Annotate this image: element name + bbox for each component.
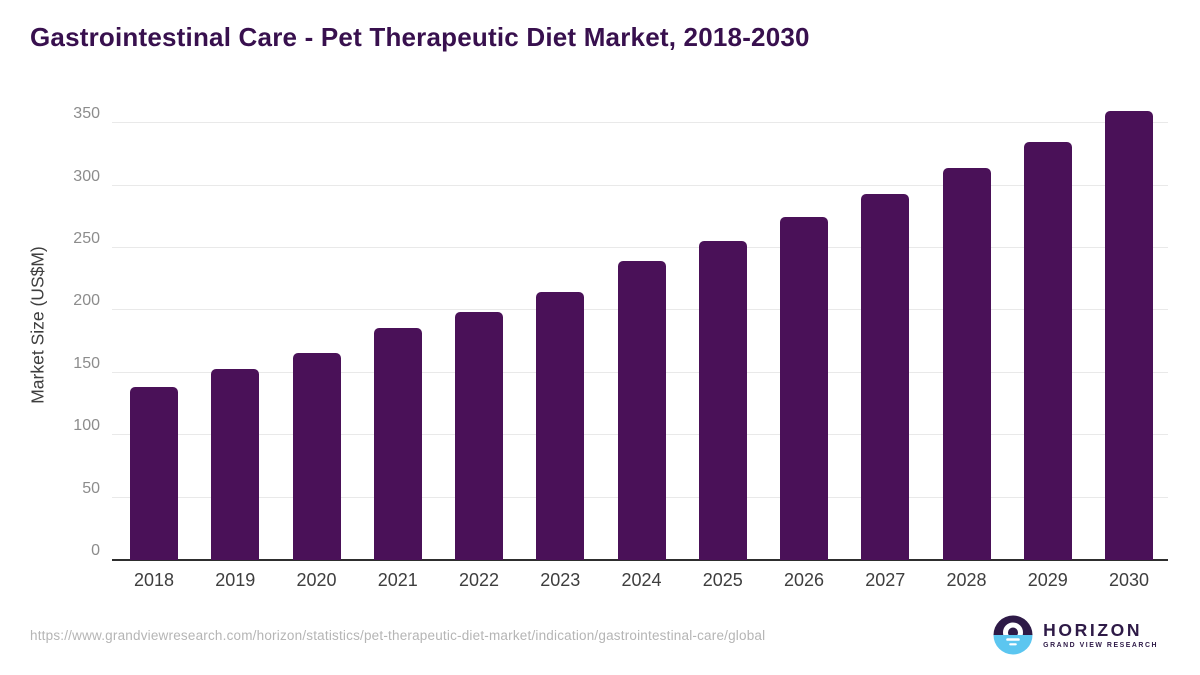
logo-text: HORIZON GRAND VIEW RESEARCH bbox=[1043, 621, 1158, 649]
y-tick-100: 100 bbox=[73, 417, 100, 435]
bar-2023 bbox=[536, 291, 585, 560]
x-label-2026: 2026 bbox=[783, 570, 825, 590]
x-label-2022: 2022 bbox=[458, 570, 500, 590]
x-label-2018: 2018 bbox=[133, 570, 175, 590]
x-label-2029: 2029 bbox=[1027, 570, 1068, 590]
bar-2025 bbox=[698, 240, 747, 560]
bar-2028 bbox=[942, 168, 991, 560]
source-url: https://www.grandviewresearch.com/horizo… bbox=[30, 628, 766, 643]
x-label-2024: 2024 bbox=[621, 570, 662, 590]
x-label-2023: 2023 bbox=[540, 570, 581, 590]
x-axis-line bbox=[112, 559, 1168, 561]
gridline-350 bbox=[112, 122, 1168, 124]
y-tick-0: 0 bbox=[91, 542, 100, 559]
bar-2030 bbox=[1105, 110, 1153, 560]
y-axis-tick-labels: 0 50 100 150 200 250 300 350 bbox=[30, 95, 100, 560]
bar-2020 bbox=[292, 352, 341, 560]
bar-2027 bbox=[861, 194, 910, 560]
x-label-2025: 2025 bbox=[702, 570, 743, 590]
x-label-2028: 2028 bbox=[946, 570, 987, 590]
chart-title: Gastrointestinal Care - Pet Therapeutic … bbox=[30, 22, 810, 52]
y-tick-350: 350 bbox=[73, 105, 100, 123]
bar-2019 bbox=[211, 369, 260, 560]
bar-2022 bbox=[455, 311, 503, 560]
logo-subtitle: GRAND VIEW RESEARCH bbox=[1043, 641, 1158, 649]
y-tick-300: 300 bbox=[73, 167, 100, 185]
horizon-sunset-circle-icon bbox=[993, 615, 1033, 655]
x-label-2020: 2020 bbox=[296, 570, 337, 590]
gridline-250 bbox=[112, 247, 1168, 249]
bar-2018 bbox=[130, 386, 178, 560]
y-tick-150: 150 bbox=[73, 354, 100, 372]
y-tick-50: 50 bbox=[82, 479, 100, 497]
gridline-300 bbox=[112, 184, 1168, 186]
horizon-logo: HORIZON GRAND VIEW RESEARCH bbox=[993, 615, 1158, 655]
bar-2024 bbox=[617, 260, 666, 560]
x-label-2021: 2021 bbox=[377, 570, 418, 590]
x-label-2027: 2027 bbox=[865, 570, 906, 590]
x-label-2019: 2019 bbox=[215, 570, 256, 590]
y-tick-250: 250 bbox=[73, 230, 100, 248]
x-label-2030: 2030 bbox=[1108, 570, 1150, 590]
bar-2026 bbox=[780, 216, 828, 560]
plot-area bbox=[112, 95, 1168, 561]
y-tick-200: 200 bbox=[73, 292, 100, 310]
bar-2021 bbox=[373, 327, 422, 560]
bar-2029 bbox=[1023, 142, 1072, 560]
logo-name: HORIZON bbox=[1043, 620, 1143, 641]
